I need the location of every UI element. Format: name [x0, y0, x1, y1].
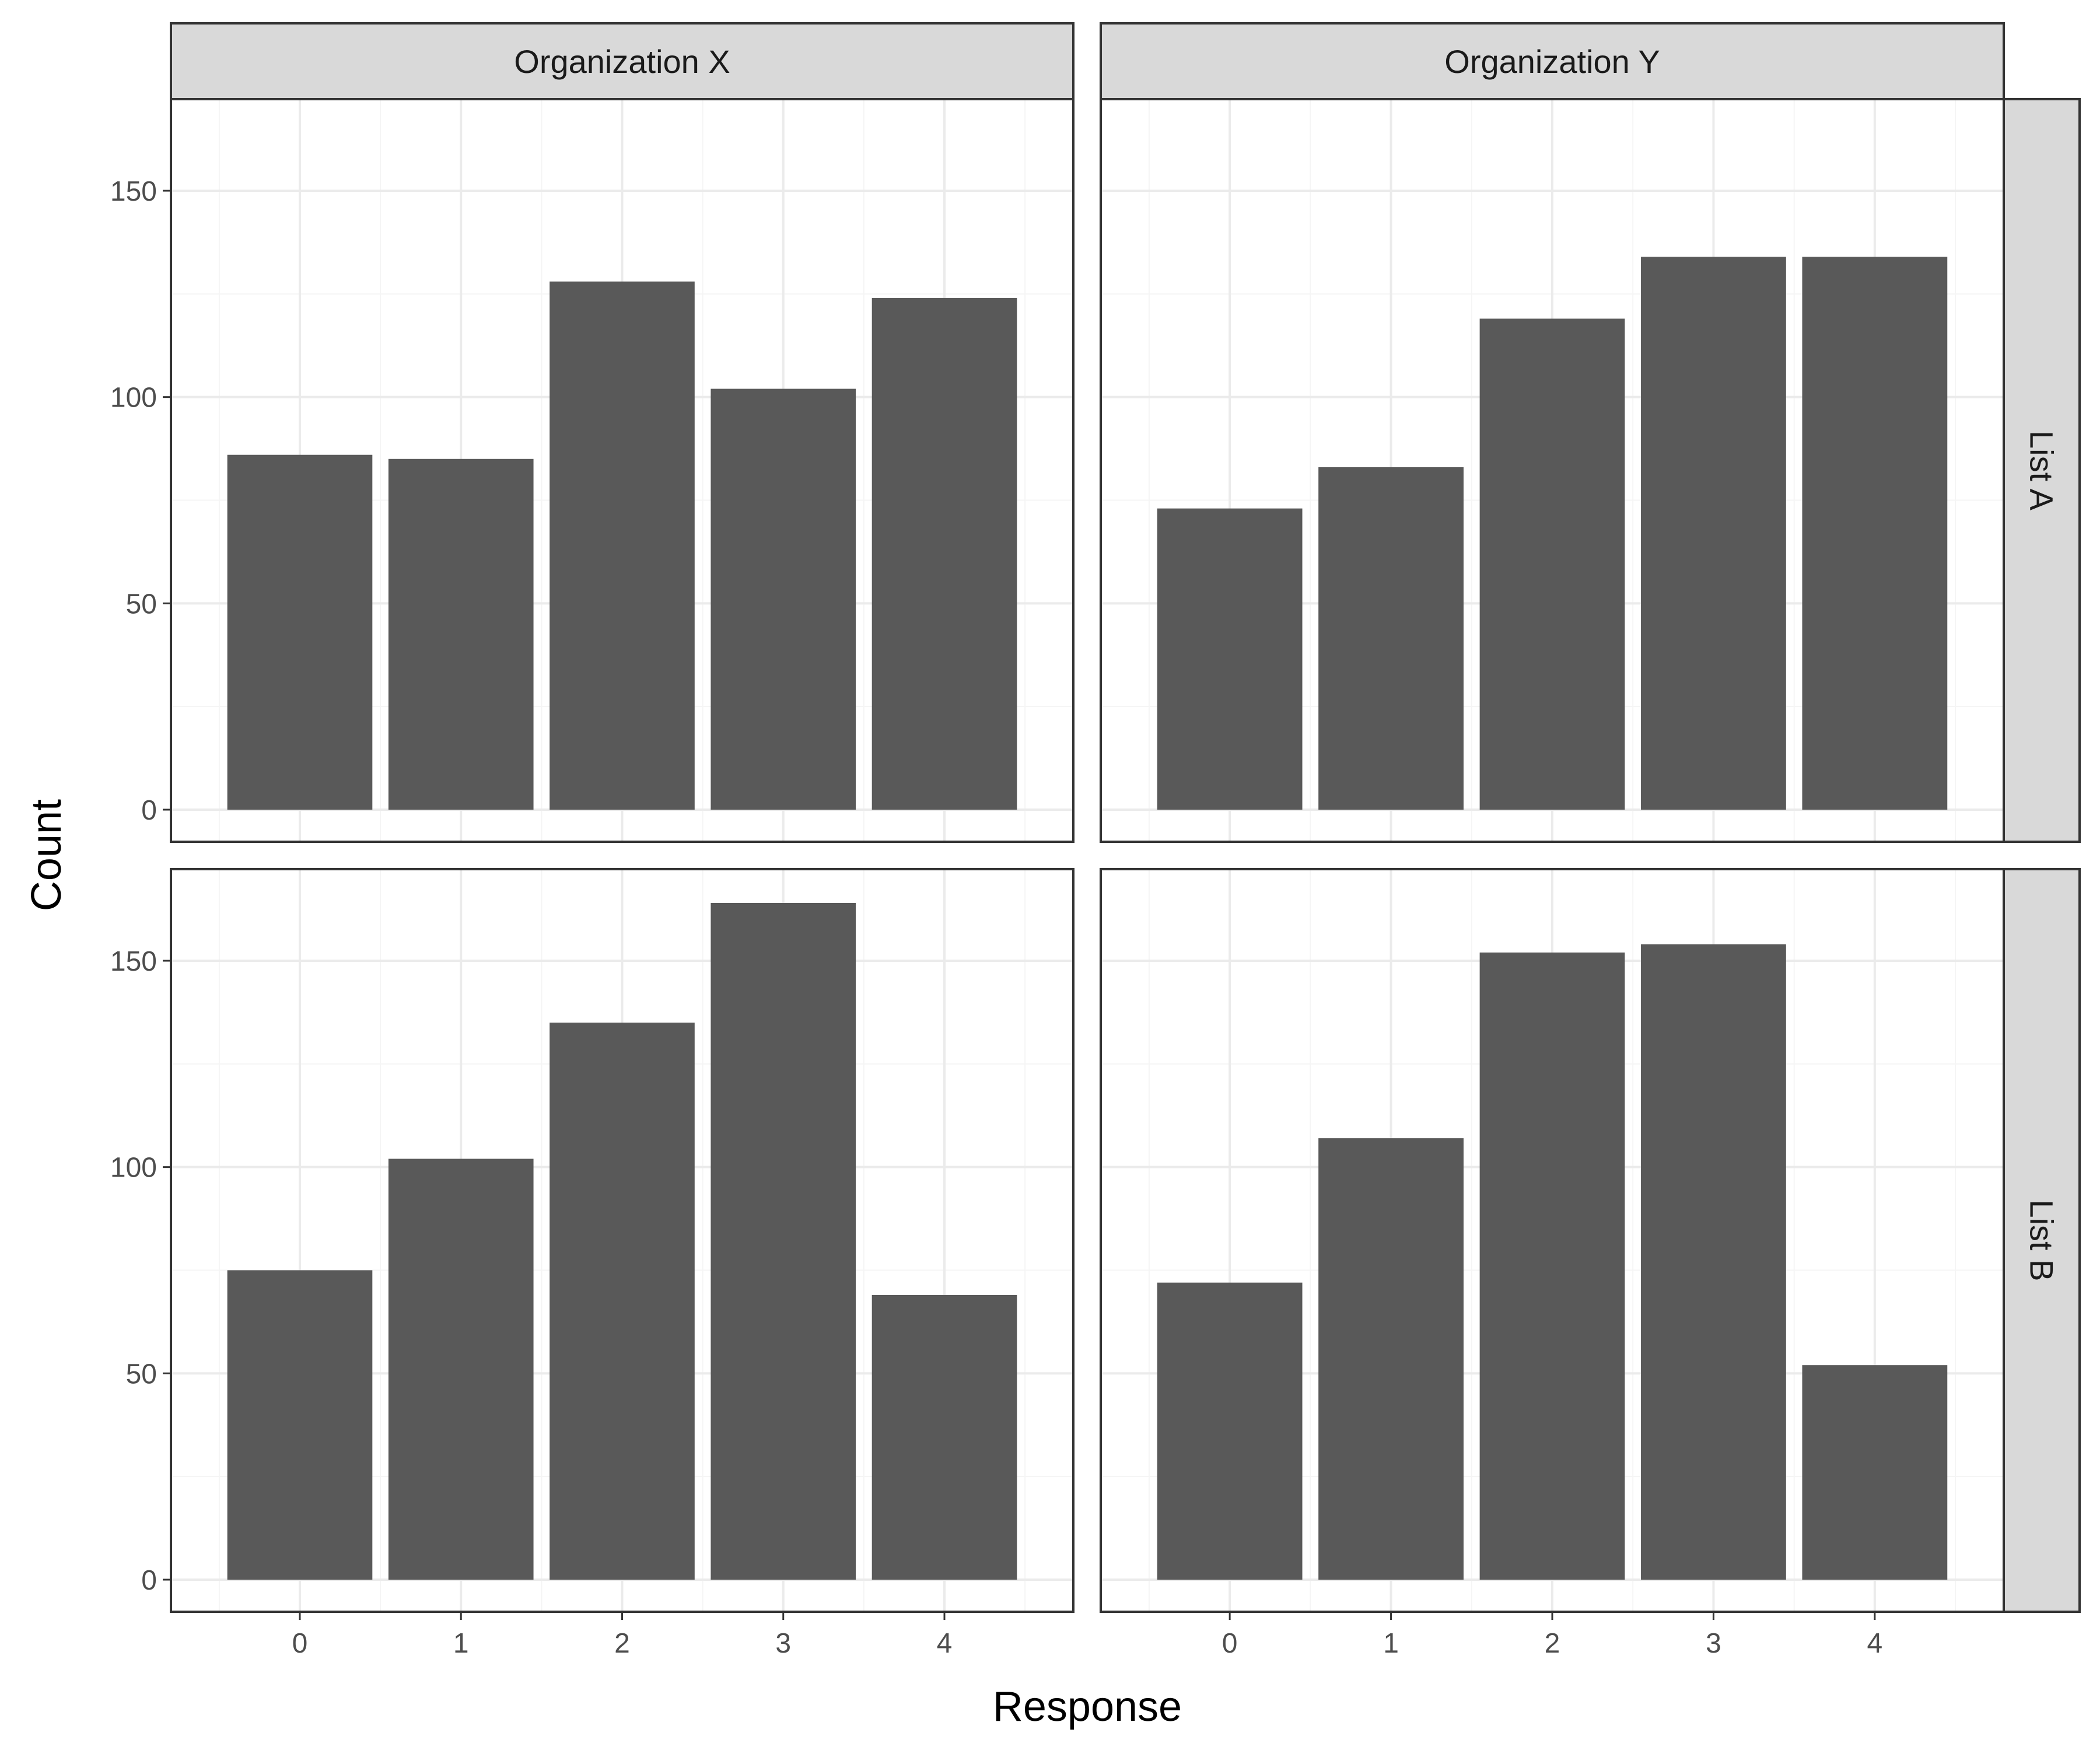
x-tick-label: 3	[1706, 1628, 1721, 1659]
y-tick-label: 50	[126, 1359, 157, 1390]
bar	[227, 454, 373, 810]
bar	[872, 1294, 1017, 1580]
bar	[227, 1270, 373, 1580]
y-tick-label: 50	[126, 589, 157, 620]
facet-strip-column	[1100, 22, 2005, 100]
x-tick-label: 3	[775, 1628, 791, 1659]
bar	[1318, 1138, 1464, 1580]
facet-strip-column-label: Organization Y	[1444, 43, 1660, 80]
facet-strip-row	[2003, 868, 2081, 1613]
bar	[1157, 1282, 1303, 1580]
bar	[710, 902, 856, 1580]
bar	[1802, 1365, 1948, 1580]
bar	[1641, 944, 1786, 1580]
x-tick-label: 4	[1867, 1628, 1883, 1659]
y-tick-label: 100	[110, 1153, 157, 1184]
x-tick-label: 1	[1383, 1628, 1399, 1659]
bar	[1641, 257, 1786, 810]
bar	[1479, 952, 1625, 1580]
x-tick-label: 2	[1545, 1628, 1560, 1659]
x-tick-label: 1	[453, 1628, 469, 1659]
y-tick-label: 0	[141, 795, 157, 826]
bar	[1479, 318, 1625, 810]
bar	[872, 298, 1017, 810]
y-tick-label: 0	[141, 1565, 157, 1596]
bar	[550, 1023, 695, 1580]
x-axis-title: Response	[993, 1684, 1182, 1730]
x-tick-label: 0	[292, 1628, 308, 1659]
y-tick-label: 150	[110, 176, 157, 207]
facet-strip-row-label: List B	[2024, 1199, 2060, 1281]
bar	[1318, 467, 1464, 810]
facet-strip-row-label: List A	[2024, 430, 2060, 511]
bar	[550, 281, 695, 810]
y-tick-label: 100	[110, 383, 157, 414]
x-tick-label: 0	[1222, 1628, 1238, 1659]
bar	[1802, 257, 1948, 810]
bar	[388, 459, 534, 810]
y-axis-title: Count	[23, 799, 70, 911]
facet-strip-row	[2003, 98, 2081, 843]
x-tick-label: 2	[614, 1628, 630, 1659]
facet-strip-column-label: Organization X	[514, 43, 730, 80]
facet-strip-column	[170, 22, 1074, 100]
bar	[388, 1158, 534, 1580]
x-tick-label: 4	[937, 1628, 953, 1659]
bar	[1157, 508, 1303, 810]
bar	[710, 388, 856, 810]
y-tick-label: 150	[110, 946, 157, 977]
